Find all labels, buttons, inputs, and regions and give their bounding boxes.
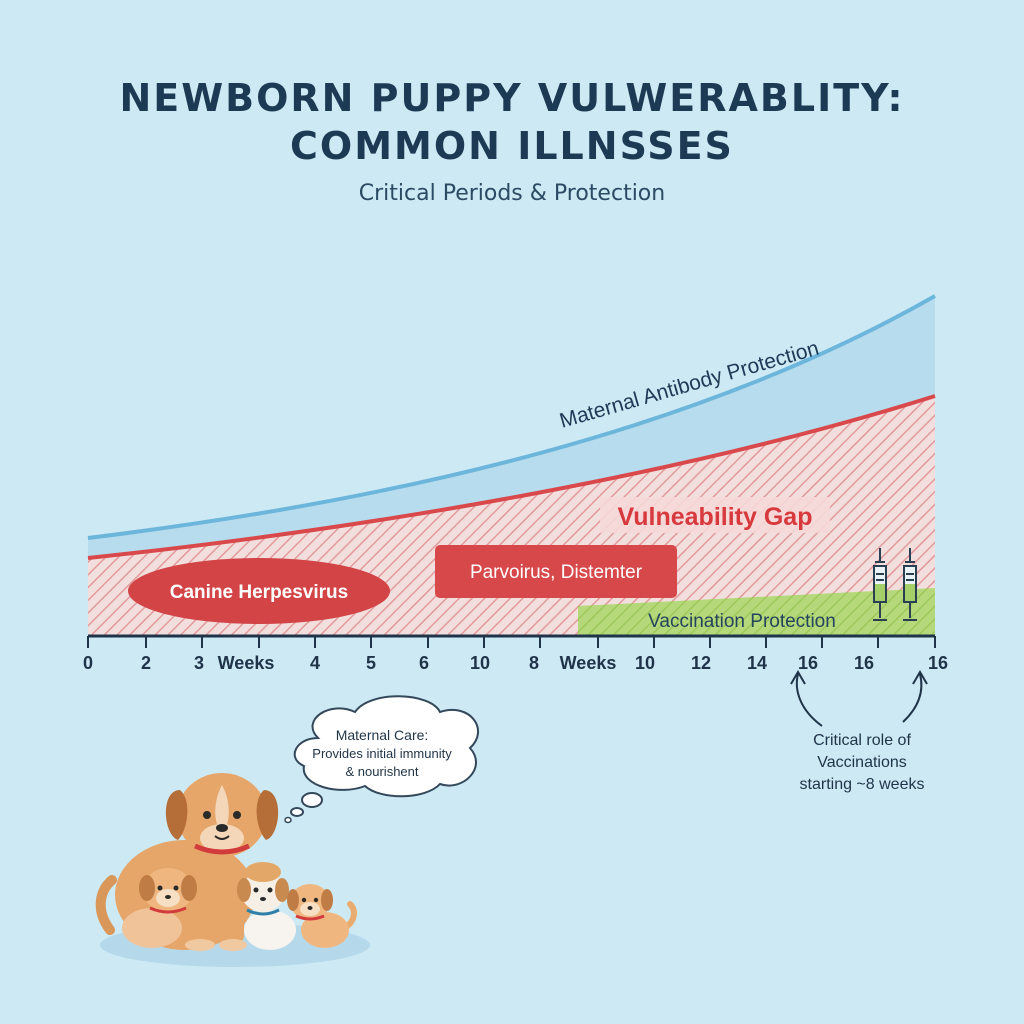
title-line-2: COMMON ILLNSSES bbox=[290, 124, 734, 168]
bubble-line-1: Maternal Care: bbox=[336, 727, 429, 743]
dog-family-illustration bbox=[95, 773, 370, 967]
axis-tick-labels: 0 2 3 Weeks 4 5 6 10 8 Weeks 10 12 14 16 16 16 bbox=[83, 653, 948, 673]
axis-tick-label: 5 bbox=[366, 653, 376, 673]
axis-tick-label: 16 bbox=[928, 653, 948, 673]
vulnerability-gap-label: Vulneability Gap bbox=[618, 503, 813, 531]
axis-tick-label: Weeks bbox=[560, 653, 617, 673]
axis-tick-label: 6 bbox=[419, 653, 429, 673]
axis-tick-label: Weeks bbox=[218, 653, 275, 673]
vaccination-band bbox=[578, 588, 935, 636]
parvo-badge bbox=[435, 545, 677, 598]
axis-tick-label: 12 bbox=[691, 653, 711, 673]
axis-tick-label: 0 bbox=[83, 653, 93, 673]
axis-tick-label: 14 bbox=[747, 653, 767, 673]
parvo-label: Parvoirus, Distemter bbox=[470, 562, 643, 583]
vulnerability-line bbox=[87, 394, 936, 560]
page-title: NEWBORN PUPPY VULWERABLITY: COMMON ILLNS… bbox=[0, 74, 1024, 170]
herpesvirus-label: Canine Herpesvirus bbox=[170, 582, 348, 603]
bubble-line-3: & nourishent bbox=[346, 764, 419, 779]
arrow-icon bbox=[795, 673, 823, 727]
maternal-care-bubble: Maternal Care: Provides initial immunity… bbox=[284, 695, 480, 824]
herpesvirus-badge bbox=[128, 558, 390, 624]
axis-ticks bbox=[87, 636, 936, 648]
puppy-icon bbox=[287, 884, 357, 948]
bubble-line-2: Provides initial immunity bbox=[312, 746, 452, 761]
arrow-icon bbox=[902, 673, 923, 723]
axis-tick-label: 2 bbox=[141, 653, 151, 673]
critical-note-line-3: starting ~8 weeks bbox=[800, 776, 925, 793]
vulnerability-gap-box bbox=[600, 497, 830, 533]
axis-tick-label: 16 bbox=[798, 653, 818, 673]
syringe-icon bbox=[903, 548, 917, 621]
page-subtitle: Critical Periods & Protection bbox=[358, 181, 666, 206]
mother-dog-icon bbox=[95, 773, 279, 951]
critical-note-line-1: Critical role of bbox=[813, 732, 911, 749]
axis-tick-label: 8 bbox=[529, 653, 539, 673]
axis-tick-label: 3 bbox=[194, 653, 204, 673]
title-line-1: NEWBORN PUPPY VULWERABLITY: bbox=[119, 76, 905, 120]
arrow-icon bbox=[912, 670, 928, 685]
puppy-icon bbox=[122, 868, 197, 948]
arrow-icon bbox=[790, 670, 806, 685]
critical-note-line-2: Vaccinations bbox=[817, 754, 907, 771]
vaccination-label: Vaccination Protection bbox=[648, 611, 836, 632]
axis-tick-label: 4 bbox=[310, 653, 320, 673]
axis-tick-label: 16 bbox=[854, 653, 874, 673]
antibody-area bbox=[88, 296, 935, 558]
antibody-line bbox=[87, 294, 936, 540]
axis-tick-label: 10 bbox=[470, 653, 490, 673]
syringe-icon bbox=[873, 548, 887, 621]
axis-tick-label: 10 bbox=[635, 653, 655, 673]
puppy-icon bbox=[237, 862, 296, 950]
